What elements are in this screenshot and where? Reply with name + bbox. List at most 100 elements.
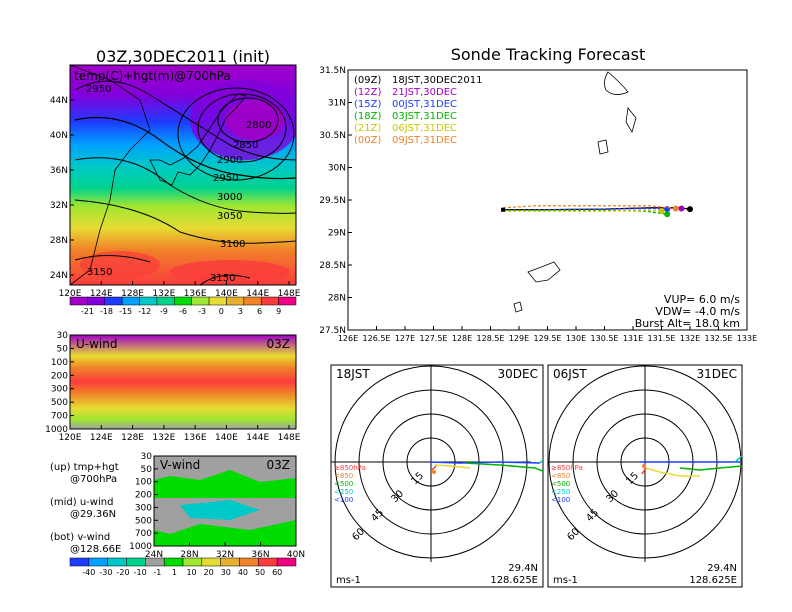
pressure-level-label: <500 bbox=[334, 480, 353, 488]
wind-colorbar: -40 -30 -20 -10 -1 1 10 20 30 40 50 60 bbox=[69, 557, 297, 577]
temp-colorbar-swatch bbox=[191, 296, 210, 306]
pressure-level-label: <850 bbox=[551, 472, 570, 480]
main-x-tick-label: 129.5E bbox=[534, 334, 562, 343]
temp-colorbar-swatch bbox=[139, 296, 158, 306]
u-x-tick-label: 140E bbox=[215, 433, 238, 443]
note-line: (up) tmp+hgt bbox=[50, 462, 119, 473]
wind-colorbar-swatch bbox=[107, 557, 127, 567]
temp-x-tick-label: 120E bbox=[59, 289, 82, 299]
legend-label: 00JST,31DEC bbox=[392, 99, 457, 110]
v-wind-y-axis: 30 50 100 200 300 500 700 1000 bbox=[129, 452, 158, 552]
note-line: (bot) v-wind bbox=[50, 532, 110, 543]
polar-unit: ms-1 bbox=[336, 575, 361, 586]
temp-colorbar-swatch bbox=[121, 296, 140, 306]
wind-colorbar-label: 1 bbox=[172, 568, 177, 577]
legend-label: 06JST,31DEC bbox=[392, 123, 457, 134]
temp-map-label: temp(C)+hgt(m)@700hPa bbox=[74, 69, 231, 83]
main-y-tick-label: 30.5N bbox=[319, 131, 346, 141]
island-outline bbox=[527, 261, 561, 283]
legend-label: 03JST,31DEC bbox=[392, 111, 457, 122]
u-y-tick-label: 1000 bbox=[45, 425, 68, 435]
v-y-tick-label: 300 bbox=[135, 503, 152, 513]
track-landing-point bbox=[678, 205, 685, 212]
pressure-level-key: ≥850hPa<850<500<250<100 bbox=[334, 464, 366, 504]
u-wind-x-axis: 120E 124E 128E 132E 136E 140E 144E 148E bbox=[59, 425, 301, 443]
temp-colorbar-label: -3 bbox=[198, 307, 206, 316]
param-burst: Burst Alt= 18.0 km bbox=[635, 317, 740, 330]
wind-colorbar-swatch bbox=[88, 557, 108, 567]
temp-y-tick-label: 36N bbox=[50, 166, 68, 176]
pressure-level-label: ≥850hPa bbox=[551, 464, 583, 472]
note-line: @700hPa bbox=[70, 474, 117, 485]
temp-colorbar-swatch bbox=[156, 296, 175, 306]
main-y-tick-label: 29.5N bbox=[319, 196, 346, 206]
u-wind-frame bbox=[69, 334, 297, 430]
launch-marker bbox=[501, 207, 506, 212]
temp-y-tick-label: 24N bbox=[50, 271, 68, 281]
hodograph-surface bbox=[431, 465, 437, 471]
u-y-tick-label: 30 bbox=[57, 331, 69, 341]
hgt-contour-3100 bbox=[74, 199, 296, 244]
temp-colorbar-label: 9 bbox=[276, 307, 281, 316]
japan-coastline bbox=[149, 93, 247, 186]
track-map-x-axis: 126E 126.5E 127E 127.5E 128E 128.5E 129E 129.5E… bbox=[338, 326, 757, 343]
temp-colorbar-swatch bbox=[104, 296, 123, 306]
temp-map-panel: temp(C)+hgt(m)@700hPa 2950 2800 2850 290… bbox=[50, 64, 301, 299]
u-x-tick-label: 136E bbox=[184, 433, 207, 443]
pressure-level-label: <250 bbox=[334, 488, 353, 496]
polar-time: 06JST bbox=[553, 367, 587, 381]
temp-colorbar: -21 -18 -15 -12 -9 -6 -3 0 3 6 9 bbox=[69, 296, 297, 316]
wind-colorbar-label: -40 bbox=[82, 568, 95, 577]
u-wind-field bbox=[70, 335, 296, 429]
legend-code: (09Z) bbox=[354, 75, 381, 86]
pressure-level-label: ≥850hPa bbox=[334, 464, 366, 472]
hgt-contour-3150 bbox=[74, 254, 251, 285]
legend-code: (15Z) bbox=[354, 99, 381, 110]
temp-colorbar-label: 3 bbox=[238, 307, 243, 316]
u-x-tick-label: 144E bbox=[246, 433, 269, 443]
v-wind-label: V-wind bbox=[160, 458, 200, 472]
note-line: (mid) u-wind bbox=[50, 497, 113, 508]
main-y-tick-label: 28.5N bbox=[319, 261, 346, 271]
temp-x-tick-label: 144E bbox=[246, 289, 269, 299]
v-y-tick-label: 700 bbox=[135, 529, 152, 539]
temp-colorbar-label: -9 bbox=[160, 307, 168, 316]
wind-colorbar-label: 40 bbox=[238, 568, 248, 577]
temp-colorbar-label: 0 bbox=[219, 307, 224, 316]
wind-colorbar-swatch bbox=[201, 557, 221, 567]
wind-colorbar-swatch bbox=[69, 557, 90, 567]
track-map-y-axis: 31.5N 31N 30.5N 30N 29.5N 29N 28.5N 28N 27.5N bbox=[319, 66, 352, 336]
track-series-line bbox=[503, 209, 668, 215]
v-y-tick-label: 50 bbox=[141, 465, 153, 475]
wind-colorbar-label: -1 bbox=[153, 568, 161, 577]
u-x-tick-label: 128E bbox=[121, 433, 144, 443]
contour-label: 2950 bbox=[86, 84, 111, 95]
temp-map-y-axis: 44N 40N 36N 32N 28N 24N bbox=[50, 96, 74, 281]
v-y-tick-label: 1000 bbox=[129, 542, 152, 552]
temp-colorbar-swatch bbox=[87, 296, 106, 306]
wind-colorbar-label: -20 bbox=[117, 568, 130, 577]
main-x-tick-label: 130E bbox=[566, 334, 586, 343]
polar-frame bbox=[330, 364, 544, 588]
main-x-tick-label: 127.5E bbox=[420, 334, 448, 343]
wind-colorbar-swatch bbox=[163, 557, 184, 567]
v-wind-x-axis: 24N 28N 32N 36N 40N bbox=[145, 542, 305, 560]
hgt-contour-2850 bbox=[197, 93, 287, 163]
legend-label: 21JST,30DEC bbox=[392, 87, 457, 98]
u-x-tick-label: 120E bbox=[59, 433, 82, 443]
temp-colorbar-swatch bbox=[226, 296, 245, 306]
polar-lat: 29.4N bbox=[508, 563, 538, 574]
legend-code: (00Z) bbox=[354, 135, 381, 146]
u-y-tick-label: 300 bbox=[51, 385, 68, 395]
track-landing-point bbox=[672, 205, 679, 212]
legend-label: 18JST,30DEC2011 bbox=[392, 75, 482, 86]
temp-map-title: 03Z,30DEC2011 (init) bbox=[96, 47, 270, 66]
hgt-contour-3050 bbox=[74, 157, 296, 214]
pressure-level-label: <100 bbox=[334, 496, 353, 504]
temp-colorbar-label: -18 bbox=[100, 307, 113, 316]
wind-colorbar-label: 30 bbox=[221, 568, 231, 577]
main-x-tick-label: 132.5E bbox=[705, 334, 733, 343]
temp-map-frame bbox=[69, 64, 297, 286]
v-wind-time: 03Z bbox=[267, 458, 291, 472]
temp-colorbar-swatch bbox=[208, 296, 227, 306]
